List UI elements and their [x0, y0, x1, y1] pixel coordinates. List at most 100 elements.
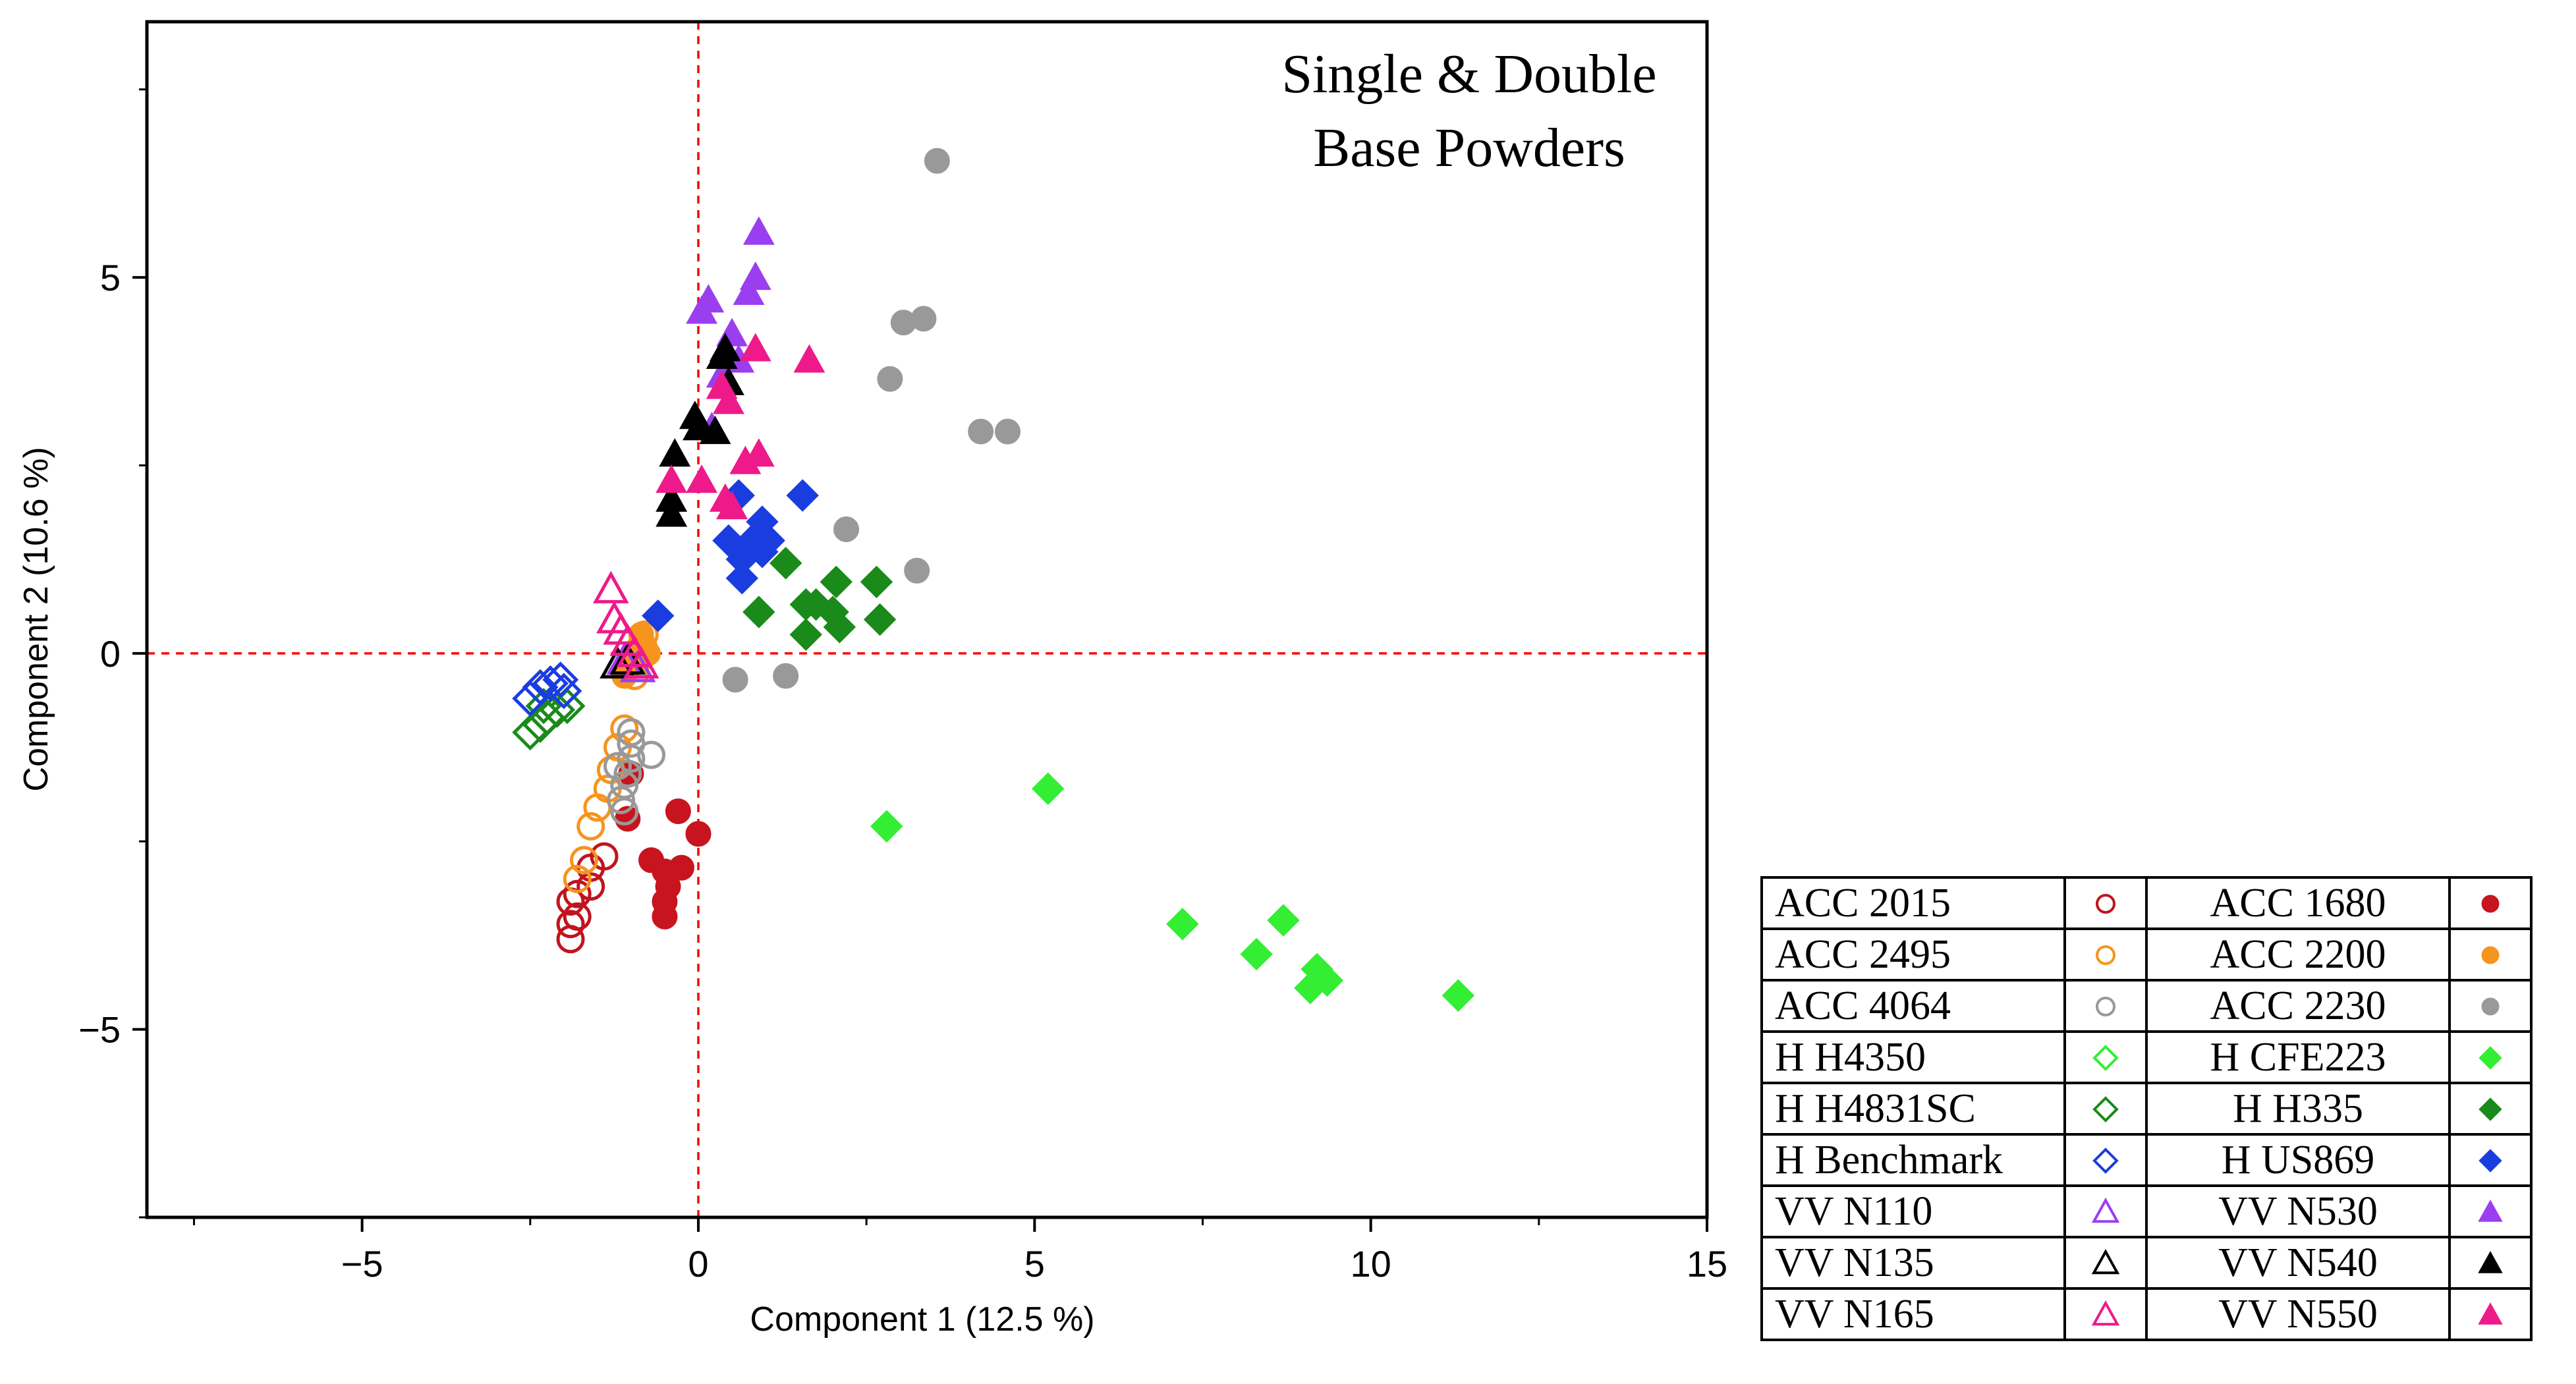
legend-row: ACC 2495 ACC 2200 — [1760, 927, 2533, 982]
point-h-h335 — [769, 547, 802, 580]
y-tick-label: 5 — [100, 257, 121, 298]
legend-row: VV N165 VV N550 — [1760, 1287, 2533, 1341]
diamond-marker-icon — [2092, 1148, 2119, 1174]
legend-symbol-cell — [2063, 1236, 2148, 1290]
point-vv-n540 — [706, 340, 738, 369]
triangle-marker-icon — [2478, 1200, 2503, 1222]
point-h-cfe223 — [1166, 908, 1199, 941]
plot-frame — [145, 20, 1709, 1219]
legend-symbol-cell — [2448, 979, 2533, 1033]
triangle-marker-icon — [2091, 1249, 2120, 1275]
x-tick-label: 5 — [1024, 1243, 1045, 1285]
y-axis-label: Component 2 (10.6 %) — [17, 447, 55, 791]
legend-table: ACC 2015 ACC 1680 ACC 2495 ACC 2200 ACC 4064… — [1760, 876, 2533, 1341]
plot-area — [147, 22, 1707, 1217]
legend-symbol-cell — [2448, 1030, 2533, 1084]
point-h-h4831sc — [525, 688, 562, 725]
point-acc-2495 — [563, 864, 592, 893]
legend-row: ACC 4064 ACC 2230 — [1760, 979, 2533, 1033]
point-acc-2015 — [563, 879, 592, 908]
legend-label: H H4831SC — [1760, 1082, 2066, 1136]
point-vv-n550 — [656, 464, 688, 493]
chart-title-line-2: Base Powders — [1313, 117, 1625, 179]
legend-row: H H4350 H CFE223 — [1760, 1030, 2533, 1084]
point-acc-2230 — [773, 663, 799, 689]
legend-symbol-cell — [2448, 1082, 2533, 1136]
point-h-cfe223 — [1032, 772, 1065, 806]
point-acc-2230 — [994, 418, 1021, 445]
triangle-marker-icon — [2091, 1198, 2120, 1223]
legend-label: ACC 2015 — [1760, 876, 2066, 930]
point-acc-1680 — [652, 903, 678, 929]
point-acc-1680 — [665, 798, 691, 825]
point-vv-n550 — [706, 370, 738, 399]
legend-label: ACC 2230 — [2145, 979, 2451, 1033]
legend-row: H H4831SC H H335 — [1760, 1082, 2533, 1136]
legend-symbol-cell — [2063, 876, 2148, 930]
point-acc-4064 — [637, 740, 666, 769]
point-acc-2015 — [563, 902, 592, 931]
point-vv-n550 — [712, 385, 744, 414]
legend-symbol-cell — [2063, 1184, 2148, 1238]
legend-symbol-cell — [2063, 1030, 2148, 1084]
point-h-us869 — [712, 524, 745, 557]
point-vv-n550 — [739, 333, 771, 362]
legend-label: VV N530 — [2145, 1184, 2451, 1238]
point-acc-2230 — [722, 667, 748, 693]
point-acc-2015 — [576, 872, 605, 901]
point-vv-n540 — [656, 498, 688, 527]
legend-label: VV N110 — [1760, 1184, 2066, 1238]
legend-symbol-cell — [2448, 927, 2533, 982]
point-acc-4064 — [603, 752, 632, 781]
point-h-h335 — [823, 611, 856, 644]
diamond-marker-icon — [2478, 1046, 2502, 1070]
legend-label: ACC 2495 — [1760, 927, 2066, 982]
point-h-h335 — [863, 603, 897, 636]
legend-symbol-cell — [2448, 1236, 2533, 1290]
point-vv-n530 — [686, 295, 718, 324]
legend-symbol-cell — [2448, 1287, 2533, 1341]
x-tick-label: 10 — [1351, 1243, 1391, 1285]
legend-label: VV N540 — [2145, 1236, 2451, 1290]
point-h-cfe223 — [1240, 937, 1273, 971]
legend-label: ACC 2200 — [2145, 927, 2451, 982]
circle-marker-icon — [2096, 997, 2115, 1016]
axis-ticks: −5 0 5 10 15 −5 0 5 — [78, 88, 1727, 1285]
legend-symbol-cell — [2063, 1287, 2148, 1341]
triangle-marker-icon — [2091, 1300, 2120, 1326]
point-vv-n540 — [699, 415, 731, 445]
point-acc-1680 — [685, 821, 712, 847]
point-vv-n550 — [686, 464, 718, 493]
triangle-marker-icon — [2478, 1302, 2503, 1325]
circle-marker-icon — [2481, 946, 2500, 964]
legend-row: VV N135 VV N540 — [1760, 1236, 2533, 1290]
point-acc-1680 — [668, 854, 694, 881]
point-h-h335 — [742, 595, 775, 628]
point-h-benchmark — [546, 673, 582, 709]
point-h-us869 — [642, 599, 675, 632]
triangle-marker-icon — [2478, 1251, 2503, 1273]
circle-marker-icon — [2481, 997, 2500, 1016]
point-h-us869 — [786, 479, 819, 512]
point-acc-4064 — [610, 797, 639, 826]
point-acc-4064 — [607, 785, 636, 814]
legend-label: VV N550 — [2145, 1287, 2451, 1341]
point-h-cfe223 — [1294, 972, 1327, 1005]
point-vv-n550 — [793, 344, 826, 373]
point-acc-2230 — [877, 366, 903, 392]
y-tick-label: −5 — [78, 1009, 121, 1051]
point-acc-2230 — [910, 306, 937, 332]
point-acc-2495 — [569, 846, 598, 875]
point-vv-n530 — [742, 216, 775, 245]
point-vv-n530 — [733, 276, 765, 305]
point-vv-n165 — [623, 646, 659, 678]
legend-row: VV N110 VV N530 — [1760, 1184, 2533, 1238]
y-tick-label: 0 — [100, 633, 121, 675]
legend-row: H Benchmark H US869 — [1760, 1133, 2533, 1187]
legend-label: H H335 — [2145, 1082, 2451, 1136]
point-acc-2230 — [904, 557, 930, 584]
legend-symbol-cell — [2063, 927, 2148, 982]
reference-lines — [147, 22, 1707, 1217]
point-acc-2230 — [833, 516, 860, 543]
